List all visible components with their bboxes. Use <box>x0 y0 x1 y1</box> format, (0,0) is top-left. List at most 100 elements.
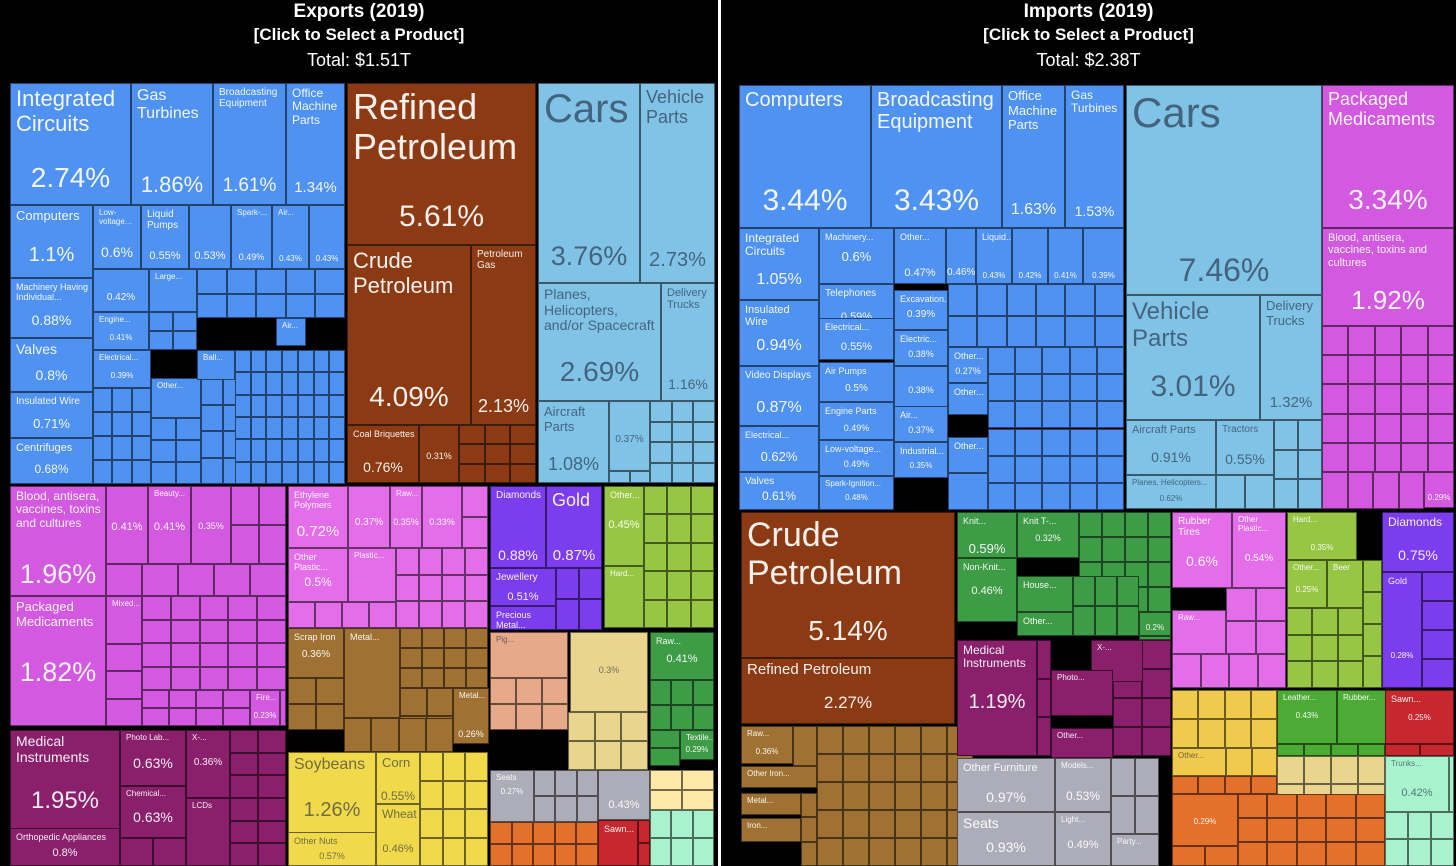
exports-tile-other-nuts[interactable]: Other Nuts 0.57% <box>288 832 376 866</box>
imports-minor-product-tile[interactable] <box>1427 384 1454 414</box>
imports-minor-product-tile[interactable] <box>1422 630 1454 659</box>
imports-tile-valves[interactable]: Valves 0.61% <box>739 472 819 510</box>
exports-minor-product-tile[interactable] <box>484 425 511 445</box>
exports-tile-coal-briquettes[interactable]: Coal Briquettes 0.76% <box>347 425 419 483</box>
exports-minor-product-tile[interactable] <box>534 796 556 822</box>
imports-minor-product-tile[interactable] <box>1172 654 1201 688</box>
imports-minor-product-tile[interactable] <box>1226 588 1256 621</box>
exports-tile-misc-043[interactable]: 0.43% <box>598 770 650 820</box>
exports-minor-product-tile[interactable] <box>671 705 693 730</box>
exports-minor-product-tile[interactable] <box>151 418 176 440</box>
exports-tile-electrical[interactable]: Electrical... 0.39% <box>93 350 151 388</box>
exports-minor-product-tile[interactable] <box>490 844 512 866</box>
exports-tile-centrifuges[interactable]: Centrifuges 0.68% <box>10 438 93 484</box>
exports-minor-product-tile[interactable] <box>671 421 694 442</box>
exports-minor-product-tile[interactable] <box>682 790 714 810</box>
exports-minor-product-tile[interactable] <box>442 548 465 575</box>
imports-minor-product-tile[interactable] <box>1401 384 1428 414</box>
exports-minor-product-tile[interactable] <box>621 741 648 770</box>
imports-minor-product-tile[interactable] <box>1079 537 1102 562</box>
imports-tile-beer[interactable]: Beer <box>1327 560 1363 608</box>
imports-tile-other-furniture[interactable]: Other Furniture 0.97% <box>957 758 1055 812</box>
imports-minor-product-tile[interactable] <box>988 374 1016 402</box>
imports-minor-product-tile[interactable] <box>1385 812 1408 839</box>
imports-minor-product-tile[interactable] <box>1042 455 1070 483</box>
exports-minor-product-tile[interactable] <box>511 844 534 866</box>
exports-minor-product-tile[interactable] <box>484 463 511 483</box>
imports-minor-product-tile[interactable] <box>801 841 817 866</box>
exports-minor-product-tile[interactable] <box>170 643 200 667</box>
exports-minor-product-tile[interactable] <box>466 668 488 688</box>
exports-minor-product-tile[interactable] <box>199 666 229 690</box>
imports-minor-product-tile[interactable] <box>1331 756 1358 784</box>
imports-minor-product-tile[interactable] <box>1172 719 1199 748</box>
exports-minor-product-tile[interactable] <box>131 436 151 460</box>
exports-minor-product-tile[interactable] <box>510 444 536 464</box>
imports-minor-product-tile[interactable] <box>1326 842 1356 866</box>
imports-minor-product-tile[interactable] <box>1408 839 1431 866</box>
imports-minor-product-tile[interactable] <box>1096 401 1124 429</box>
imports-minor-product-tile[interactable] <box>1256 588 1286 621</box>
exports-minor-product-tile[interactable] <box>266 372 283 395</box>
exports-tile-photo-lab[interactable]: Photo Lab... 0.63% <box>120 730 186 786</box>
exports-minor-product-tile[interactable] <box>579 599 602 630</box>
exports-minor-product-tile[interactable] <box>297 461 314 484</box>
imports-minor-product-tile[interactable] <box>1069 374 1097 402</box>
exports-minor-product-tile[interactable] <box>442 780 466 809</box>
imports-minor-product-tile[interactable] <box>869 782 895 810</box>
exports-minor-product-tile[interactable] <box>266 439 283 462</box>
imports-minor-product-tile[interactable] <box>1172 846 1205 866</box>
imports-minor-product-tile[interactable] <box>1363 656 1382 688</box>
exports-tile-gold[interactable]: Gold 0.87% <box>546 486 602 568</box>
exports-minor-product-tile[interactable] <box>313 461 330 484</box>
exports-minor-product-tile[interactable] <box>692 810 714 838</box>
exports-tile-raw-plastics[interactable]: Raw... 0.35% <box>390 486 422 548</box>
imports-minor-product-tile[interactable] <box>817 810 843 838</box>
exports-minor-product-tile[interactable] <box>176 440 201 462</box>
imports-tile-medical-instruments[interactable]: Medical Instruments 1.19% <box>957 640 1037 756</box>
exports-tile-diamonds[interactable]: Diamonds 0.88% <box>490 486 546 568</box>
imports-minor-product-tile[interactable] <box>1337 608 1363 635</box>
imports-minor-product-tile[interactable] <box>1401 326 1428 356</box>
exports-minor-product-tile[interactable] <box>650 462 672 483</box>
imports-tile-machinery-038[interactable]: 0.38% <box>894 366 948 410</box>
imports-minor-product-tile[interactable] <box>1015 482 1043 510</box>
exports-minor-product-tile[interactable] <box>201 378 223 405</box>
exports-tile-machinery-053[interactable]: 0.53% <box>189 205 231 269</box>
imports-tile-packaged-medicaments[interactable]: Packaged Medicaments 3.34% <box>1322 85 1454 228</box>
imports-minor-product-tile[interactable] <box>1274 420 1298 450</box>
exports-minor-product-tile[interactable] <box>534 770 556 796</box>
imports-tile-video-displays[interactable]: Video Displays 0.87% <box>739 366 819 426</box>
exports-minor-product-tile[interactable] <box>459 463 485 483</box>
exports-minor-product-tile[interactable] <box>682 770 714 790</box>
exports-minor-product-tile[interactable] <box>266 394 283 417</box>
imports-tile-blood-antisera[interactable]: Blood, antisera, vaccines, toxins and cu… <box>1322 228 1454 326</box>
imports-minor-product-tile[interactable] <box>801 817 817 842</box>
exports-tile-petroleum-gas[interactable]: Petroleum Gas 2.13% <box>471 245 536 425</box>
imports-minor-product-tile[interactable] <box>1385 839 1408 866</box>
exports-minor-product-tile[interactable] <box>400 628 422 648</box>
imports-minor-product-tile[interactable] <box>988 455 1016 483</box>
imports-tile-vehicle-parts[interactable]: Vehicle Parts 3.01% <box>1126 295 1260 420</box>
exports-minor-product-tile[interactable] <box>288 678 316 704</box>
imports-minor-product-tile[interactable] <box>1073 576 1095 606</box>
exports-minor-product-tile[interactable] <box>258 820 286 844</box>
imports-minor-product-tile[interactable] <box>1096 482 1124 510</box>
imports-minor-product-tile[interactable] <box>1125 512 1148 537</box>
imports-minor-product-tile[interactable] <box>1125 537 1148 562</box>
imports-minor-product-tile[interactable] <box>1015 347 1043 375</box>
imports-tile-non-knit[interactable]: Non-Knit... 0.46% <box>957 558 1017 622</box>
imports-minor-product-tile[interactable] <box>1267 842 1297 866</box>
imports-minor-product-tile[interactable] <box>1238 818 1268 842</box>
exports-minor-product-tile[interactable] <box>257 666 286 690</box>
imports-tile-footwear-029[interactable]: 0.29% <box>1172 794 1238 846</box>
exports-minor-product-tile[interactable] <box>170 666 200 690</box>
imports-tile-electrical-a[interactable]: Electrical... 0.55% <box>819 318 894 360</box>
exports-minor-product-tile[interactable] <box>176 418 201 440</box>
exports-tile-refined-petroleum[interactable]: Refined Petroleum 5.61% <box>347 83 536 245</box>
exports-minor-product-tile[interactable] <box>459 444 485 464</box>
imports-tile-broadcasting-equipment[interactable]: Broadcasting Equipment 3.43% <box>871 85 1002 228</box>
exports-minor-product-tile[interactable] <box>313 417 330 440</box>
exports-minor-product-tile[interactable] <box>257 619 286 643</box>
exports-minor-product-tile[interactable] <box>235 417 251 440</box>
